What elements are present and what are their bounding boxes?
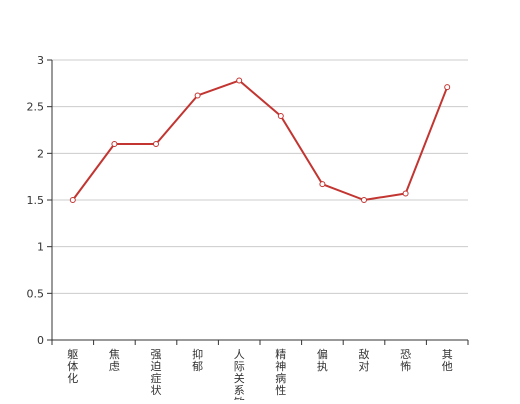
y-tick-label: 2	[37, 147, 44, 160]
data-point	[111, 141, 118, 147]
x-tick-label: 强迫症状	[151, 348, 162, 397]
y-tick-label: 0	[37, 334, 44, 347]
data-point	[69, 197, 76, 203]
tick-labels: 0 0.5 1 1.5 2 2.5 3 躯体化 焦虑 强迫症状 抑郁 人际关系敏感 精神病性 偏执 敌对 恐怖…	[27, 54, 453, 404]
x-tick-label: 抑郁	[192, 347, 203, 373]
data-point	[277, 113, 284, 119]
x-tick-label: 其他	[442, 348, 453, 373]
y-tick-label: 1.5	[27, 194, 45, 207]
x-tick-label: 焦虑	[109, 348, 120, 373]
x-tick-label: 偏执	[317, 347, 328, 373]
data-point	[236, 77, 243, 84]
data-point	[194, 92, 201, 99]
y-tick-label: 1	[37, 241, 44, 254]
series	[69, 77, 451, 203]
series-line	[71, 79, 449, 201]
x-tick-label: 精神病性	[275, 348, 286, 397]
data-point	[444, 84, 451, 91]
x-tick-label: 人际关系敏感	[234, 348, 245, 400]
y-tick-label: 2.5	[27, 101, 45, 114]
x-tick-label: 恐怖	[400, 348, 411, 373]
data-point	[153, 141, 159, 147]
x-tick-label: 敌对	[359, 347, 370, 373]
y-tick-label: 0.5	[27, 287, 45, 300]
grid-lines	[52, 59, 468, 294]
data-point	[361, 197, 367, 203]
y-tick-label: 3	[37, 54, 44, 67]
data-point	[319, 181, 326, 188]
axes	[47, 59, 469, 345]
x-tick-label: 躯体化	[67, 348, 78, 385]
data-point	[402, 190, 409, 197]
